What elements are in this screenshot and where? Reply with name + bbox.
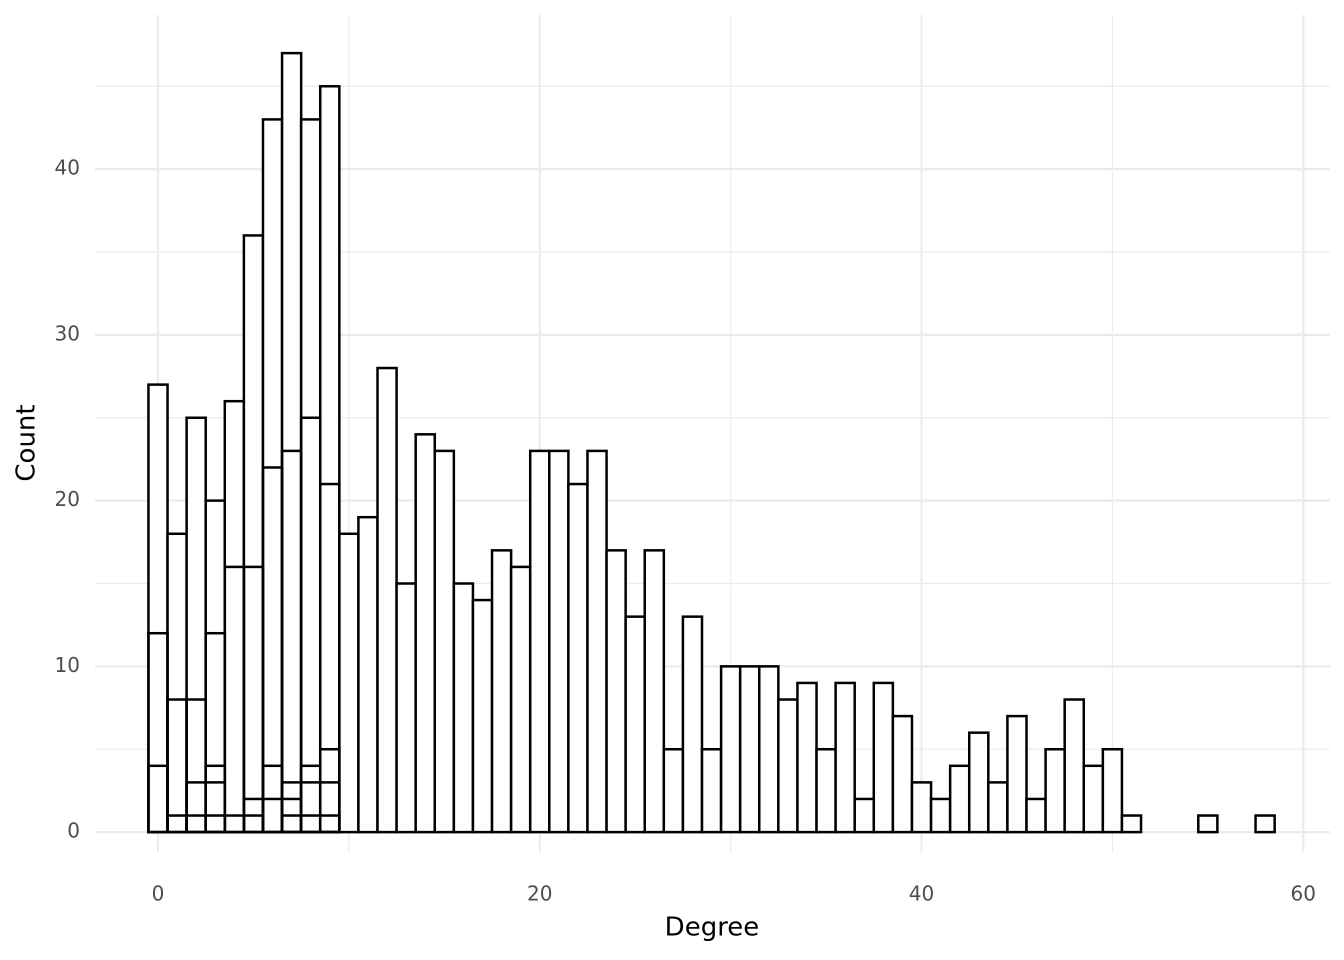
y-axis-title: Count xyxy=(12,404,42,481)
bar xyxy=(452,582,475,834)
y-tick-label: 40 xyxy=(55,156,80,180)
bar xyxy=(223,565,246,834)
bar xyxy=(1006,714,1028,834)
bar xyxy=(1101,747,1124,834)
bar xyxy=(1025,797,1047,834)
x-tick-label: 60 xyxy=(1291,882,1316,906)
bar xyxy=(166,698,188,834)
bar xyxy=(872,681,895,834)
bar xyxy=(357,515,379,834)
bar xyxy=(929,797,952,834)
bar xyxy=(605,549,627,834)
bar xyxy=(1197,814,1219,834)
y-tick-label: 20 xyxy=(55,487,80,511)
bar xyxy=(242,814,265,834)
bar xyxy=(280,449,303,834)
bar xyxy=(185,814,207,834)
x-axis-title: Degree xyxy=(665,913,760,943)
bar xyxy=(815,747,837,834)
bar xyxy=(777,698,799,834)
bar xyxy=(567,482,589,834)
bar xyxy=(1254,814,1276,834)
bar xyxy=(624,615,646,834)
bar xyxy=(509,565,532,834)
y-tick-label: 30 xyxy=(55,321,80,345)
bar xyxy=(1044,747,1066,834)
bar xyxy=(166,814,188,834)
bar xyxy=(719,665,742,834)
bar xyxy=(261,797,284,834)
bar xyxy=(1082,764,1105,834)
bar xyxy=(338,532,360,834)
x-tick-label: 40 xyxy=(909,882,934,906)
bar xyxy=(318,814,341,834)
bar xyxy=(987,781,1009,834)
x-tick-label: 0 xyxy=(152,882,165,906)
bar xyxy=(223,814,246,834)
bar xyxy=(967,731,990,834)
bar xyxy=(1063,698,1086,834)
bar xyxy=(586,449,608,834)
bar xyxy=(395,582,417,834)
bar xyxy=(147,764,169,834)
bar xyxy=(490,549,513,834)
bar xyxy=(910,781,933,834)
bar xyxy=(433,449,456,834)
y-tick-label: 10 xyxy=(55,653,80,677)
bar xyxy=(662,747,685,834)
bar xyxy=(738,665,761,834)
bar xyxy=(853,797,876,834)
bar xyxy=(414,433,437,834)
bar xyxy=(204,814,227,834)
bar xyxy=(643,549,666,834)
bar xyxy=(758,665,780,834)
bar xyxy=(834,681,856,834)
bar xyxy=(681,615,704,834)
bar xyxy=(796,681,818,834)
bar xyxy=(280,814,303,834)
bar xyxy=(299,814,322,834)
y-tick-label: 0 xyxy=(67,819,80,843)
bar xyxy=(700,747,723,834)
x-tick-label: 20 xyxy=(527,882,552,906)
bar xyxy=(376,366,398,834)
bar xyxy=(528,449,551,834)
bar xyxy=(548,449,570,834)
bar xyxy=(948,764,971,834)
bar xyxy=(891,714,914,834)
bar xyxy=(242,565,265,834)
bar xyxy=(1120,814,1143,834)
bar xyxy=(471,598,494,834)
